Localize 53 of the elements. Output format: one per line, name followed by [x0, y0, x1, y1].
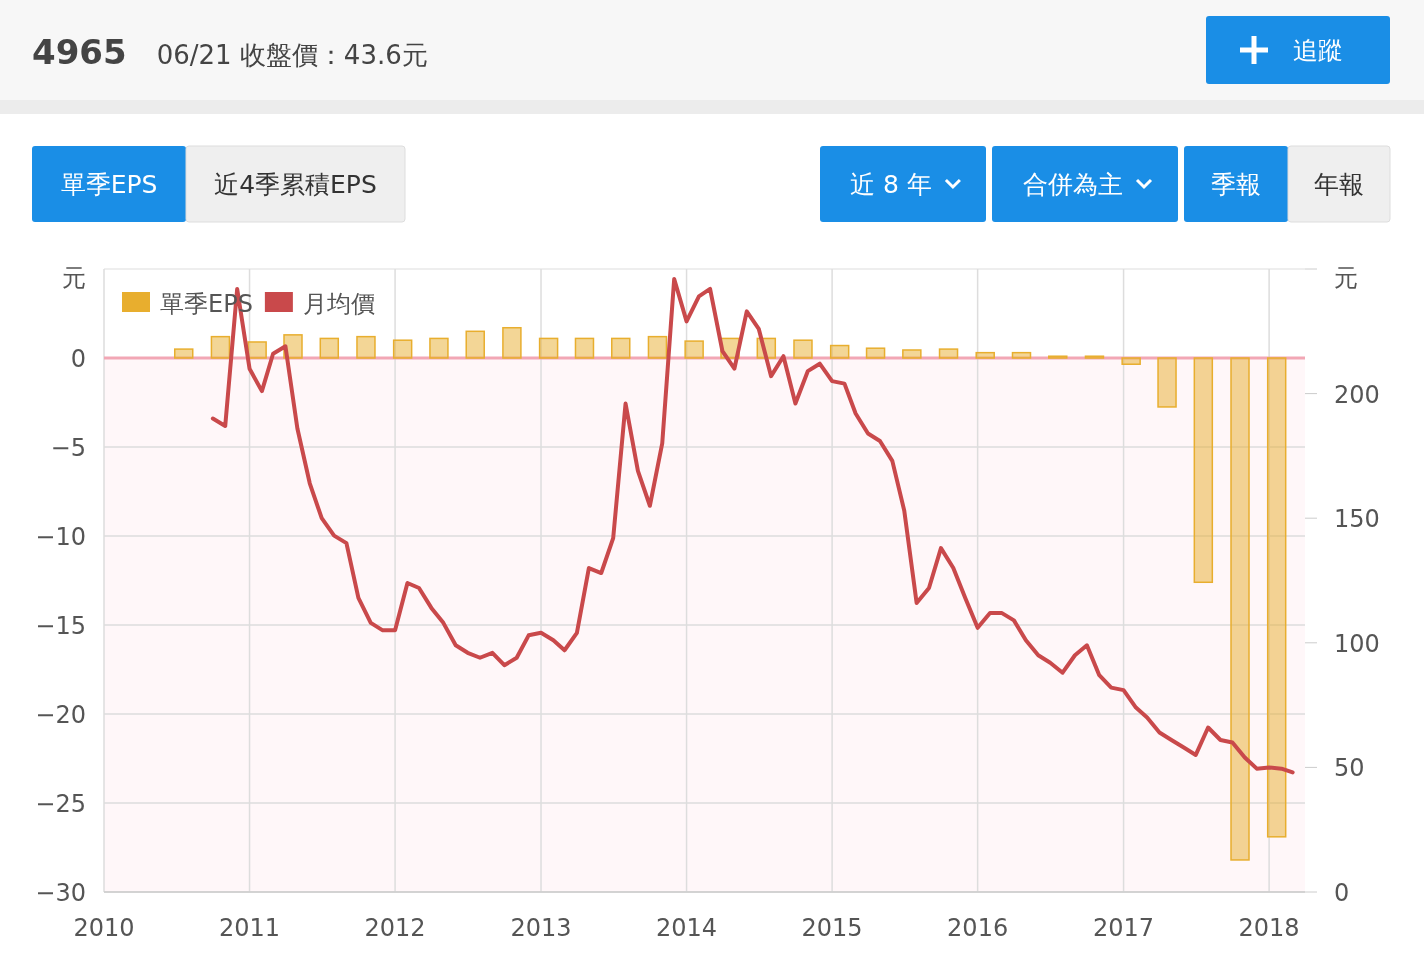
- bar: [319, 337, 340, 359]
- y2-tick-label: 200: [1334, 380, 1380, 409]
- bar: [1157, 357, 1177, 408]
- bar: [247, 341, 267, 359]
- y-tick-label: 0: [70, 345, 86, 373]
- bar: [392, 339, 413, 359]
- line-series: [210, 276, 1295, 775]
- x-tick-label: 2015: [801, 914, 863, 942]
- y-tick-label: −20: [35, 701, 86, 729]
- x-tick-label: 2016: [947, 914, 1009, 942]
- x-tick-label: 2018: [1238, 914, 1300, 942]
- bar: [1230, 357, 1250, 861]
- chart-subtitle: 06/21 收盤價：43.6元: [156, 40, 428, 70]
- bar: [1266, 357, 1287, 838]
- x-tick-label: 2011: [219, 914, 281, 942]
- x-tick-label: 2014: [656, 914, 718, 942]
- bar: [829, 344, 850, 359]
- bar: [793, 339, 813, 359]
- bar: [174, 348, 194, 359]
- bar: [502, 326, 522, 359]
- y-tick-label: −5: [50, 434, 86, 462]
- y2-axis-title: 元: [1334, 264, 1358, 292]
- bar: [1193, 357, 1214, 584]
- chart-title: 4965: [32, 32, 127, 72]
- bar: [1011, 351, 1032, 359]
- bar: [647, 335, 668, 359]
- bar: [210, 335, 231, 359]
- x-tick-label: 2012: [364, 914, 426, 942]
- y-tick-label: −30: [35, 879, 86, 907]
- y-tick-label: −15: [35, 612, 86, 640]
- y2-tick-label: 150: [1334, 505, 1380, 534]
- y2-tick-label: 0: [1334, 879, 1350, 907]
- bar: [902, 349, 922, 359]
- bar: [684, 340, 704, 359]
- bar: [1121, 357, 1141, 365]
- x-tick-label: 2010: [73, 914, 135, 942]
- legend-label: 月均價: [302, 290, 375, 318]
- bar: [465, 330, 485, 359]
- bar: [356, 335, 376, 359]
- bar: [611, 337, 631, 359]
- y2-tick-label: 100: [1334, 629, 1380, 658]
- bar: [429, 337, 449, 359]
- y2-tick-label: 50: [1334, 754, 1365, 783]
- y-tick-label: −25: [35, 790, 86, 818]
- x-tick-label: 2013: [510, 914, 572, 942]
- bar: [574, 337, 595, 359]
- y-tick-label: −10: [35, 523, 86, 551]
- bar: [865, 347, 886, 359]
- bar: [538, 337, 559, 359]
- bar: [975, 351, 995, 359]
- bar: [938, 348, 959, 359]
- x-tick-label: 2017: [1093, 914, 1155, 942]
- y-axis-title: 元: [62, 264, 86, 292]
